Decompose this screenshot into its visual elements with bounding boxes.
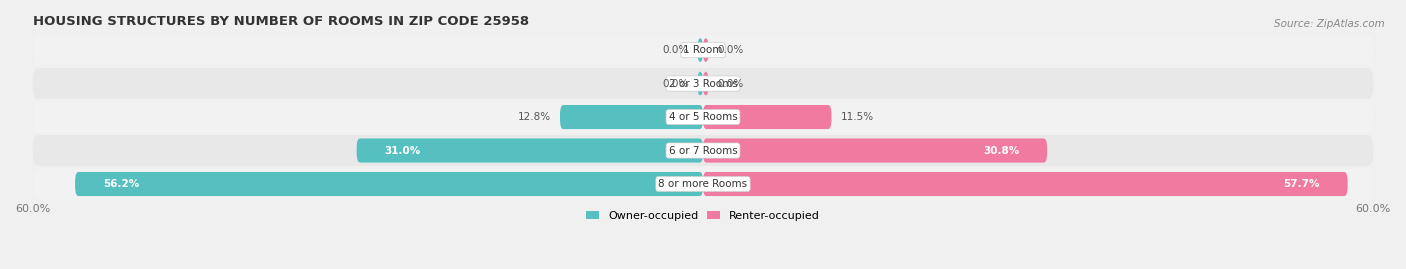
FancyBboxPatch shape — [697, 72, 703, 95]
FancyBboxPatch shape — [32, 135, 1374, 166]
Text: 4 or 5 Rooms: 4 or 5 Rooms — [669, 112, 737, 122]
Text: 8 or more Rooms: 8 or more Rooms — [658, 179, 748, 189]
Text: HOUSING STRUCTURES BY NUMBER OF ROOMS IN ZIP CODE 25958: HOUSING STRUCTURES BY NUMBER OF ROOMS IN… — [32, 15, 529, 28]
FancyBboxPatch shape — [32, 35, 1374, 65]
Text: Source: ZipAtlas.com: Source: ZipAtlas.com — [1274, 19, 1385, 29]
Text: 0.0%: 0.0% — [717, 79, 744, 89]
FancyBboxPatch shape — [703, 172, 1348, 196]
Text: 0.0%: 0.0% — [662, 79, 689, 89]
Text: 0.0%: 0.0% — [662, 45, 689, 55]
Text: 1 Room: 1 Room — [683, 45, 723, 55]
FancyBboxPatch shape — [560, 105, 703, 129]
Text: 6 or 7 Rooms: 6 or 7 Rooms — [669, 146, 737, 155]
FancyBboxPatch shape — [703, 38, 709, 62]
FancyBboxPatch shape — [697, 38, 703, 62]
Text: 31.0%: 31.0% — [385, 146, 420, 155]
Text: 30.8%: 30.8% — [983, 146, 1019, 155]
FancyBboxPatch shape — [703, 105, 831, 129]
Text: 11.5%: 11.5% — [841, 112, 873, 122]
FancyBboxPatch shape — [75, 172, 703, 196]
Text: 12.8%: 12.8% — [517, 112, 551, 122]
Text: 2 or 3 Rooms: 2 or 3 Rooms — [669, 79, 737, 89]
Text: 57.7%: 57.7% — [1284, 179, 1320, 189]
Text: 0.0%: 0.0% — [717, 45, 744, 55]
FancyBboxPatch shape — [703, 72, 709, 95]
FancyBboxPatch shape — [32, 169, 1374, 199]
Text: 56.2%: 56.2% — [103, 179, 139, 189]
Legend: Owner-occupied, Renter-occupied: Owner-occupied, Renter-occupied — [581, 206, 825, 225]
FancyBboxPatch shape — [703, 139, 1047, 162]
FancyBboxPatch shape — [32, 102, 1374, 132]
FancyBboxPatch shape — [32, 68, 1374, 99]
FancyBboxPatch shape — [357, 139, 703, 162]
